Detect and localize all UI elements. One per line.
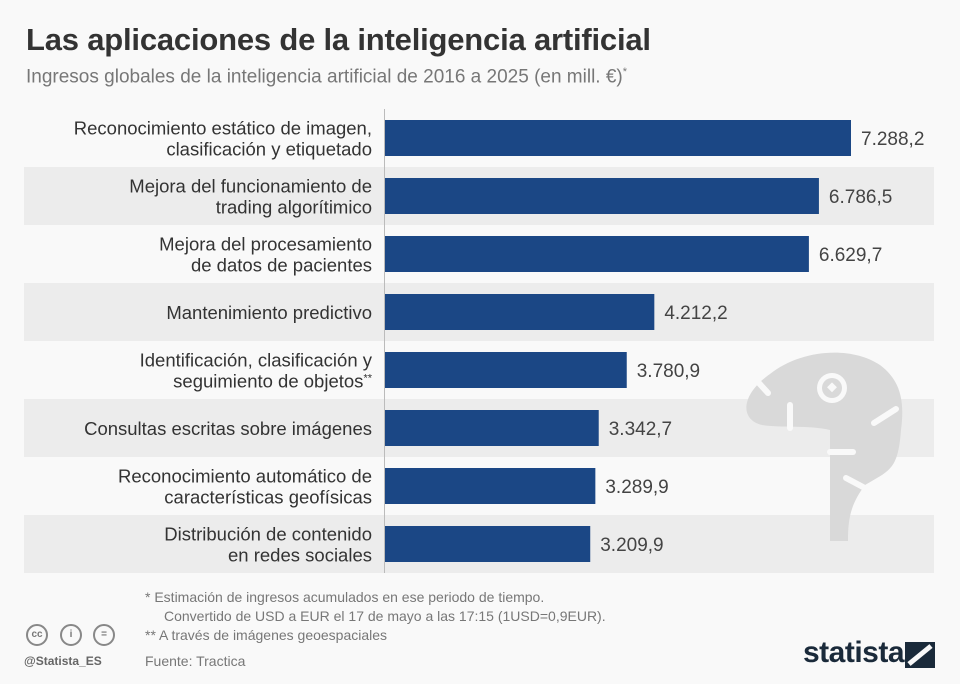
- bar[interactable]: [385, 352, 627, 388]
- category-label: Distribución de contenido: [164, 524, 372, 545]
- bar[interactable]: [385, 410, 599, 446]
- subtitle-text: Ingresos globales de la inteligencia art…: [26, 66, 623, 88]
- value-label: 6.786,5: [829, 187, 892, 208]
- statista-logo-icon: [905, 642, 935, 668]
- category-label: de datos de pacientes: [191, 255, 372, 276]
- cc-icon[interactable]: cc: [26, 624, 48, 646]
- subtitle-footnote-mark: *: [622, 66, 628, 78]
- category-label: seguimiento de objetos**: [173, 371, 373, 392]
- bar[interactable]: [385, 526, 591, 562]
- category-label: clasificación y etiquetado: [166, 139, 372, 160]
- value-label: 7.288,2: [861, 129, 924, 150]
- value-label: 6.629,7: [819, 245, 882, 266]
- category-label: Mantenimiento predictivo: [166, 302, 372, 323]
- category-label: Consultas escritas sobre imágenes: [84, 418, 372, 439]
- value-label: 3.289,9: [605, 477, 668, 498]
- category-label: Reconocimiento automático de: [118, 466, 372, 487]
- category-label: trading algorítimico: [216, 197, 372, 218]
- value-label: 3.342,7: [609, 419, 672, 440]
- footnote-1b: Convertido de USD a EUR el 17 de mayo a …: [164, 608, 606, 624]
- category-label: Mejora del funcionamiento de: [129, 176, 372, 197]
- statista-logo[interactable]: statista: [803, 636, 905, 669]
- value-label: 3.780,9: [637, 361, 700, 382]
- bar[interactable]: [385, 236, 809, 272]
- category-label: Mejora del procesamiento: [159, 234, 372, 255]
- source-text: Fuente: Tractica: [145, 653, 246, 669]
- bar[interactable]: [385, 120, 851, 156]
- bar[interactable]: [385, 468, 596, 504]
- brain-icon: [746, 352, 903, 541]
- bar[interactable]: [385, 294, 655, 330]
- value-label: 3.209,9: [600, 535, 663, 556]
- category-label: Identificación, clasificación y: [140, 350, 373, 371]
- category-label: Reconocimiento estático de imagen,: [74, 118, 372, 139]
- chart-subtitle: Ingresos globales de la inteligencia art…: [26, 66, 627, 88]
- value-label: 4.212,2: [664, 303, 727, 324]
- footnote-1: * Estimación de ingresos acumulados en e…: [145, 589, 545, 605]
- chart-title: Las aplicaciones de la inteligencia arti…: [26, 22, 651, 57]
- attribution-icon[interactable]: i: [60, 624, 82, 646]
- footnote-2: ** A través de imágenes geoespaciales: [145, 627, 388, 643]
- category-label: características geofísicas: [164, 487, 372, 508]
- no-derivatives-icon[interactable]: =: [93, 624, 115, 646]
- bar[interactable]: [385, 178, 819, 214]
- twitter-handle[interactable]: @Statista_ES: [24, 654, 102, 668]
- category-label: en redes sociales: [228, 545, 372, 566]
